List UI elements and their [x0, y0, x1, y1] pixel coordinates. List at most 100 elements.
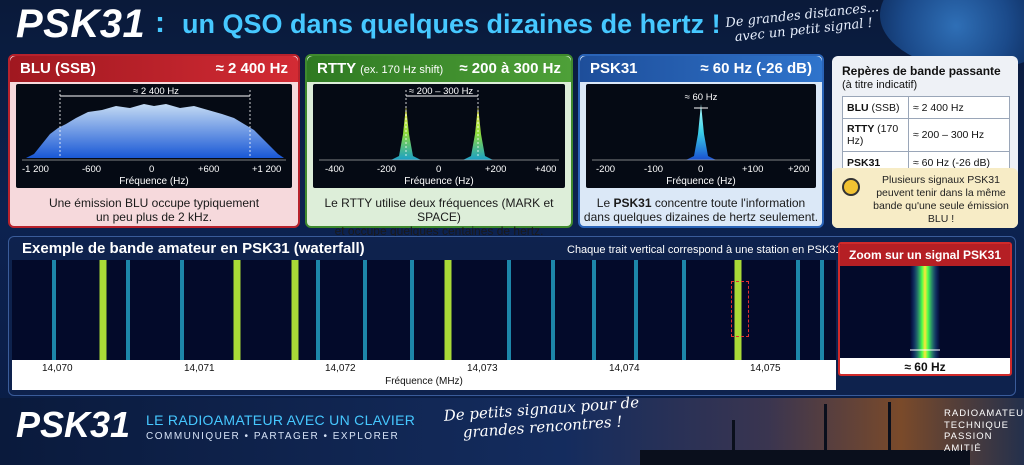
- table-row: RTTY (170 Hz) ≈ 200 – 300 Hz: [842, 118, 1010, 152]
- waterfall-title: Exemple de bande amateur en PSK31 (water…: [22, 240, 365, 257]
- panel-blu-bandwidth: ≈ 2 400 Hz: [215, 60, 288, 77]
- blu-tick-2: 0: [149, 164, 155, 175]
- page-subtitle: un QSO dans quelques dizaines de hertz !: [182, 9, 721, 39]
- antenna-mast-3: [888, 402, 891, 465]
- waterfall-station-trace: [820, 260, 824, 360]
- blu-spectrum: ≈ 2 400 Hz -1 200 -600 0 +600 +1 200 Fré…: [16, 84, 292, 188]
- footer-line-2: COMMUNIQUER • PARTAGER • EXPLORER: [146, 431, 400, 442]
- psk31-tick-3: +100: [742, 164, 764, 175]
- blu-spectrum-shape: [26, 104, 284, 158]
- rtty-peak-space: [391, 106, 421, 160]
- mode-note: (SSB): [871, 101, 900, 114]
- table-row: BLU (SSB) ≈ 2 400 Hz: [842, 96, 1010, 119]
- tip-text: Plusieurs signaux PSK31 peuvent tenir da…: [873, 174, 1009, 225]
- waterfall-note: Chaque trait vertical correspond à une s…: [567, 244, 845, 256]
- blu-tick-1: -600: [82, 164, 102, 175]
- panel-blu-header: BLU (SSB) ≈ 2 400 Hz: [10, 56, 298, 82]
- blu-xlabel: Fréquence (Hz): [119, 176, 189, 187]
- waterfall-station-trace: [126, 260, 130, 360]
- waterfall-station-trace: [52, 260, 56, 360]
- waterfall-station-trace: [634, 260, 638, 360]
- panel-blu-title: BLU (SSB): [20, 60, 96, 77]
- footer-keyword: PASSION: [944, 431, 993, 442]
- skyline-silhouette: [640, 450, 970, 465]
- rtty-spectrum-plot: [319, 90, 559, 161]
- blu-tick-4: +1 200: [252, 164, 282, 175]
- waterfall-station-trace: [180, 260, 184, 360]
- blu-spectrum-plot: [22, 90, 286, 161]
- mode-name: RTTY: [847, 123, 875, 135]
- zoom-highlight-box: [731, 281, 749, 337]
- waterfall-station-trace: [410, 260, 414, 360]
- footer-logo: PSK31: [16, 404, 131, 445]
- footer-keyword: AMITIÉ: [944, 442, 982, 454]
- panel-psk31-header: PSK31 ≈ 60 Hz (-26 dB): [580, 56, 822, 82]
- waterfall-station-trace: [233, 260, 241, 360]
- zoom-panel: Zoom sur un signal PSK31 ≈ 60 Hz: [838, 242, 1012, 376]
- rtty-caption-line-1: Le RTTY utilise deux fréquences (MARK et…: [324, 196, 554, 224]
- header-tagline: De grandes distances... avec un petit si…: [724, 0, 880, 46]
- tip-card: Plusieurs signaux PSK31 peuvent tenir da…: [832, 168, 1018, 228]
- psk31-caption-line-2: dans quelques dizaines de hertz seulemen…: [583, 210, 819, 224]
- waterfall-plot: [52, 260, 824, 360]
- waterfall-station-trace: [592, 260, 596, 360]
- table-cell-mode: BLU (SSB): [842, 96, 909, 119]
- rtty-tick-0: -400: [325, 164, 345, 175]
- blu-tick-0: -1 200: [22, 164, 49, 175]
- panel-blu: BLU (SSB) ≈ 2 400 Hz ≈ 2 400 Hz -1 200 -…: [8, 54, 300, 228]
- waterfall-station-trace: [682, 260, 686, 360]
- waterfall-tick-1: 14,071: [184, 363, 215, 374]
- waterfall-station-trace: [796, 260, 800, 360]
- rtty-tick-2: 0: [436, 164, 442, 175]
- psk31-caption-suffix: concentre toute l'information: [651, 196, 806, 210]
- rtty-tick-4: +400: [535, 164, 557, 175]
- waterfall-station-trace: [551, 260, 555, 360]
- blu-tick-3: +600: [198, 164, 220, 175]
- rtty-caption: Le RTTY utilise deux fréquences (MARK et…: [307, 196, 571, 238]
- table-cell-value: ≈ 2 400 Hz: [908, 96, 1010, 119]
- zoom-bandwidth: ≈ 60 Hz: [840, 358, 1010, 374]
- lightbulb-icon: [842, 178, 860, 196]
- footer: [0, 398, 1024, 465]
- waterfall-tick-0: 14,070: [42, 363, 73, 374]
- table-cell-mode: RTTY (170 Hz): [842, 118, 909, 152]
- rtty-caption-line-2: et occupe quelques centaines de hertz.: [334, 224, 544, 238]
- rtty-peak-mark: [463, 106, 493, 160]
- zoom-title: Zoom sur un signal PSK31: [840, 244, 1010, 266]
- psk31-caption-bold: PSK31: [613, 196, 652, 210]
- footer-keyword: RADIOAMATEURS: [944, 408, 1024, 419]
- blu-caption-line-1: Une émission BLU occupe typiquement: [48, 196, 260, 210]
- blu-marker-label: ≈ 2 400 Hz: [133, 86, 179, 97]
- waterfall-tick-2: 14,072: [325, 363, 356, 374]
- rtty-tick-1: -200: [377, 164, 397, 175]
- waterfall-tick-5: 14,075: [750, 363, 781, 374]
- psk31-spectrum-plot: [592, 104, 810, 161]
- psk31-tick-0: -200: [596, 164, 616, 175]
- waterfall-tick-4: 14,074: [609, 363, 640, 374]
- waterfall-station-trace: [316, 260, 320, 360]
- reference-subtitle: (à titre indicatif): [842, 79, 918, 91]
- reference-title: Repères de bande passante: [842, 64, 1001, 78]
- psk31-xlabel: Fréquence (Hz): [666, 176, 736, 187]
- psk31-caption-prefix: Le: [596, 196, 614, 210]
- panel-rtty-title-text: RTTY: [317, 60, 356, 77]
- waterfall-station-trace: [734, 260, 742, 360]
- footer-keyword: TECHNIQUE: [944, 419, 1009, 431]
- waterfall-station-trace: [444, 260, 452, 360]
- waterfall-display: [12, 260, 836, 360]
- panel-rtty-title: RTTY (ex. 170 Hz shift): [317, 60, 443, 77]
- psk31-tick-1: -100: [644, 164, 664, 175]
- panel-rtty-title-note: (ex. 170 Hz shift): [360, 64, 444, 76]
- rtty-tick-3: +200: [485, 164, 507, 175]
- rtty-xlabel: Fréquence (Hz): [404, 176, 474, 187]
- panel-rtty-header: RTTY (ex. 170 Hz shift) ≈ 200 à 300 Hz: [307, 56, 571, 82]
- rtty-spectrum: ≈ 200 – 300 Hz -400 -200 0 +200 +400 Fré…: [313, 84, 565, 188]
- blu-caption: Une émission BLU occupe typiquement un p…: [10, 196, 298, 224]
- zoom-signal-trace: [910, 266, 940, 358]
- reference-table: BLU (SSB) ≈ 2 400 Hz RTTY (170 Hz) ≈ 200…: [842, 96, 1010, 174]
- psk31-spectrum: ≈ 60 Hz -200 -100 0 +100 +200 Fréquence …: [586, 84, 816, 188]
- mode-name: PSK31: [847, 156, 881, 169]
- table-cell-value: ≈ 200 – 300 Hz: [908, 118, 1010, 152]
- waterfall-axis: 14,070 14,071 14,072 14,073 14,074 14,07…: [12, 360, 836, 390]
- panel-psk31-title: PSK31: [590, 60, 638, 77]
